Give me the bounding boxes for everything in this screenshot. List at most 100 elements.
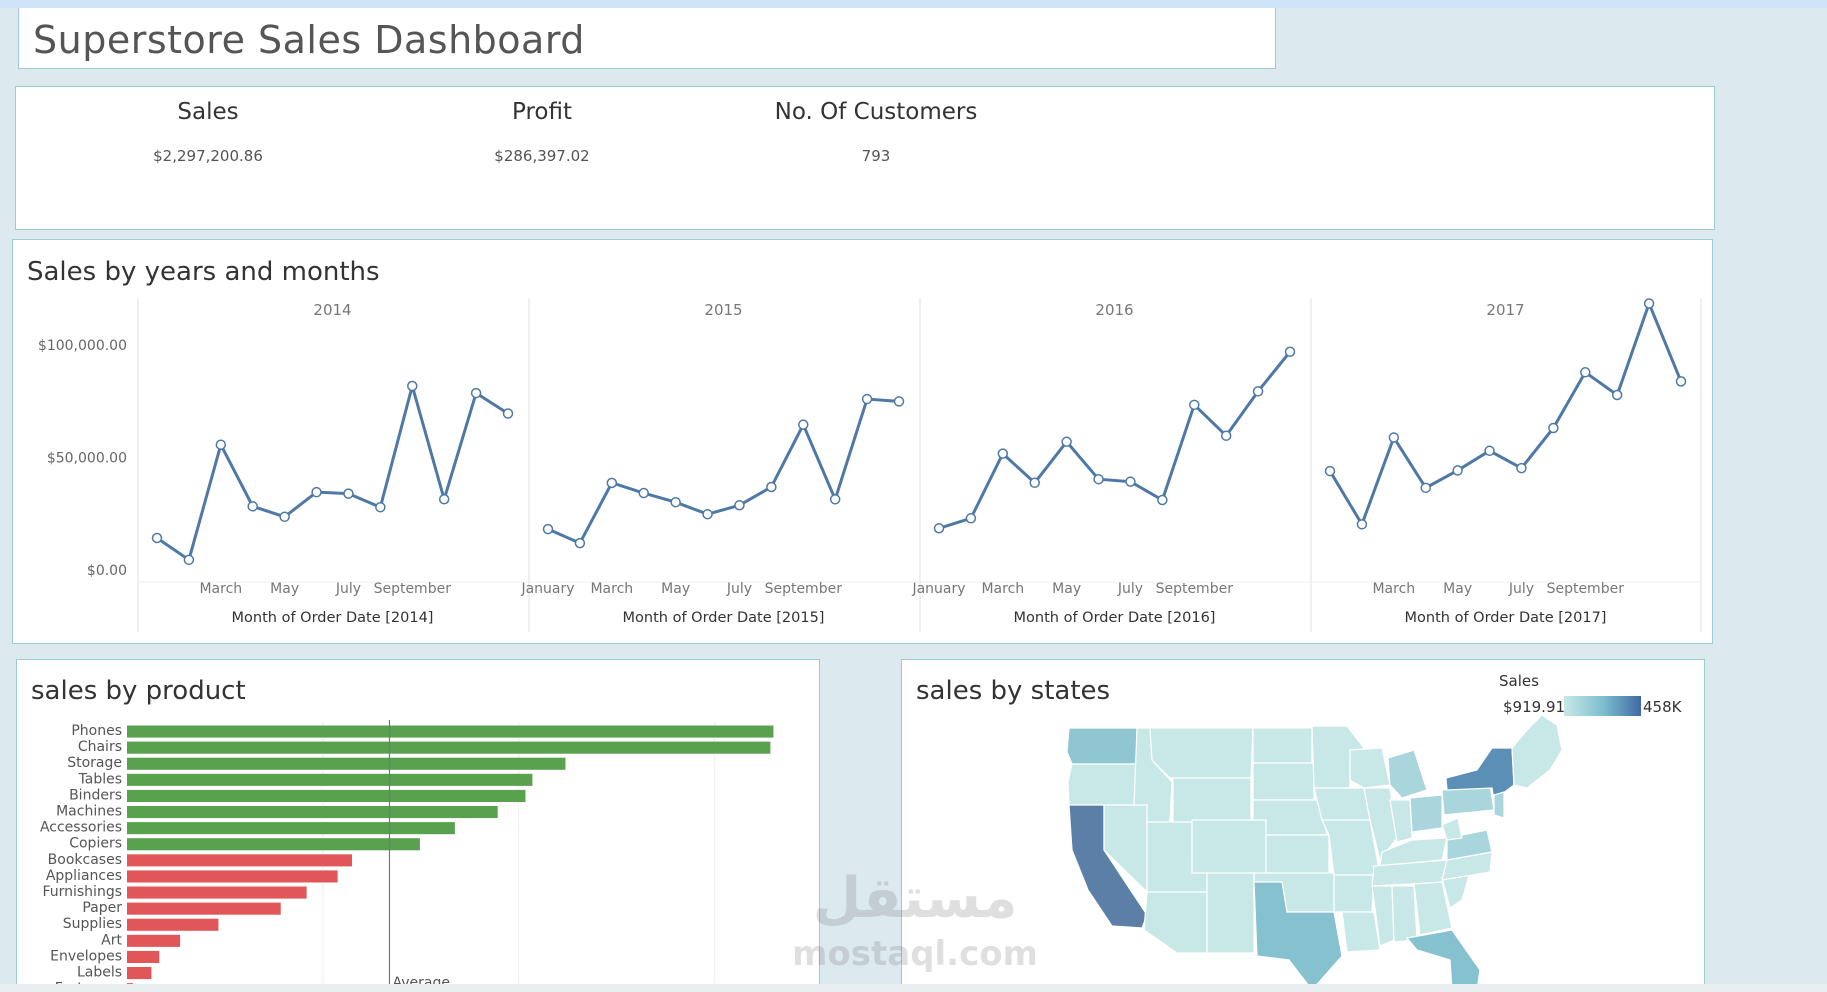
data-point[interactable]: [670, 496, 681, 508]
state-louisiana[interactable]: [1341, 911, 1381, 953]
data-point[interactable]: [1484, 445, 1495, 457]
bar[interactable]: [127, 902, 281, 915]
state-wisconsin[interactable]: [1349, 747, 1391, 789]
state-new-england[interactable]: [1511, 714, 1563, 789]
bar[interactable]: [127, 934, 181, 947]
month-tick-label: March: [981, 581, 1024, 597]
data-point[interactable]: [933, 523, 945, 534]
state-new-mexico[interactable]: [1206, 872, 1255, 954]
sales-line-2017[interactable]: [1328, 299, 1683, 528]
data-point[interactable]: [343, 488, 354, 499]
data-point[interactable]: [1452, 465, 1463, 476]
data-point[interactable]: [375, 501, 386, 513]
bar[interactable]: [127, 950, 160, 963]
state-kansas[interactable]: [1265, 834, 1330, 874]
state-west-virginia[interactable]: [1441, 817, 1463, 841]
state-north-dakota[interactable]: [1252, 727, 1313, 764]
data-point[interactable]: [1061, 436, 1072, 448]
state-missouri[interactable]: [1321, 819, 1381, 876]
data-point[interactable]: [1611, 389, 1623, 401]
us-states-map[interactable]: [902, 660, 1704, 991]
data-point[interactable]: [1125, 476, 1136, 487]
state-indiana[interactable]: [1389, 799, 1413, 843]
data-point[interactable]: [829, 494, 841, 505]
data-point[interactable]: [997, 448, 1009, 459]
sales-by-product-chart[interactable]: PhonesChairsStorageTablesBindersMachines…: [17, 660, 819, 991]
bar[interactable]: [127, 967, 152, 980]
bar[interactable]: [127, 806, 498, 819]
data-point[interactable]: [438, 493, 450, 505]
state-colorado[interactable]: [1191, 819, 1267, 874]
data-point[interactable]: [502, 408, 514, 419]
data-point[interactable]: [1157, 494, 1168, 506]
data-point[interactable]: [542, 523, 554, 535]
state-wyoming[interactable]: [1172, 777, 1252, 823]
data-point[interactable]: [1252, 386, 1264, 397]
data-point[interactable]: [638, 487, 649, 499]
state-montana[interactable]: [1149, 727, 1254, 779]
data-point[interactable]: [1675, 376, 1687, 387]
data-point[interactable]: [1516, 462, 1527, 474]
state-michigan[interactable]: [1387, 749, 1428, 799]
bar[interactable]: [127, 741, 771, 754]
data-point[interactable]: [766, 481, 777, 493]
data-point[interactable]: [606, 477, 618, 489]
data-point[interactable]: [574, 537, 586, 549]
sales-line-2016[interactable]: [938, 350, 1292, 530]
data-point[interactable]: [1548, 422, 1559, 434]
state-iowa[interactable]: [1313, 787, 1371, 821]
data-point[interactable]: [798, 419, 809, 430]
data-point[interactable]: [1220, 430, 1232, 441]
data-point[interactable]: [1388, 432, 1400, 443]
state-oregon[interactable]: [1067, 763, 1138, 806]
data-point[interactable]: [1356, 519, 1368, 530]
data-point[interactable]: [1324, 465, 1336, 477]
data-point[interactable]: [151, 532, 163, 544]
data-point[interactable]: [1189, 399, 1200, 411]
bar[interactable]: [127, 725, 774, 738]
data-point[interactable]: [247, 501, 258, 512]
data-point[interactable]: [1580, 367, 1591, 378]
data-point[interactable]: [215, 439, 227, 450]
bar[interactable]: [127, 773, 533, 786]
data-point[interactable]: [279, 511, 290, 523]
sales-by-month-chart[interactable]: $0.00 $50,000.00 $100,000.00 2014 March May Ju…: [13, 240, 1712, 643]
state-new-jersey[interactable]: [1493, 791, 1505, 819]
data-point[interactable]: [893, 396, 905, 407]
state-florida[interactable]: [1405, 929, 1481, 991]
state-arizona[interactable]: [1143, 891, 1208, 954]
state-ohio[interactable]: [1409, 794, 1443, 833]
state-texas[interactable]: [1253, 881, 1343, 991]
data-point[interactable]: [1093, 473, 1104, 485]
bar[interactable]: [127, 886, 307, 899]
state-south-dakota[interactable]: [1252, 762, 1315, 801]
bar[interactable]: [127, 838, 420, 851]
sales-line-2015[interactable]: [547, 397, 900, 546]
state-kentucky[interactable]: [1379, 837, 1448, 867]
data-point[interactable]: [1643, 298, 1655, 309]
sales-line-2014[interactable]: [156, 380, 509, 563]
state-arkansas[interactable]: [1333, 874, 1375, 913]
state-georgia[interactable]: [1413, 881, 1453, 936]
bar[interactable]: [127, 854, 353, 867]
data-point[interactable]: [734, 500, 745, 511]
data-point[interactable]: [407, 380, 418, 392]
data-point[interactable]: [470, 387, 482, 399]
data-point[interactable]: [183, 554, 195, 566]
data-point[interactable]: [702, 508, 713, 520]
bar[interactable]: [127, 918, 219, 931]
bar[interactable]: [127, 870, 338, 883]
data-point[interactable]: [1420, 482, 1431, 494]
state-washington[interactable]: [1066, 727, 1138, 765]
state-alabama[interactable]: [1391, 885, 1418, 943]
data-point[interactable]: [861, 393, 873, 405]
bar[interactable]: [127, 789, 526, 802]
category-label: Bookcases: [48, 852, 122, 868]
bar[interactable]: [127, 822, 455, 835]
bar[interactable]: [127, 757, 566, 770]
data-point[interactable]: [965, 513, 977, 524]
data-point[interactable]: [1029, 477, 1040, 489]
data-point[interactable]: [1284, 346, 1296, 358]
line-panel-title: Sales by years and months: [27, 257, 380, 287]
data-point[interactable]: [311, 486, 322, 498]
